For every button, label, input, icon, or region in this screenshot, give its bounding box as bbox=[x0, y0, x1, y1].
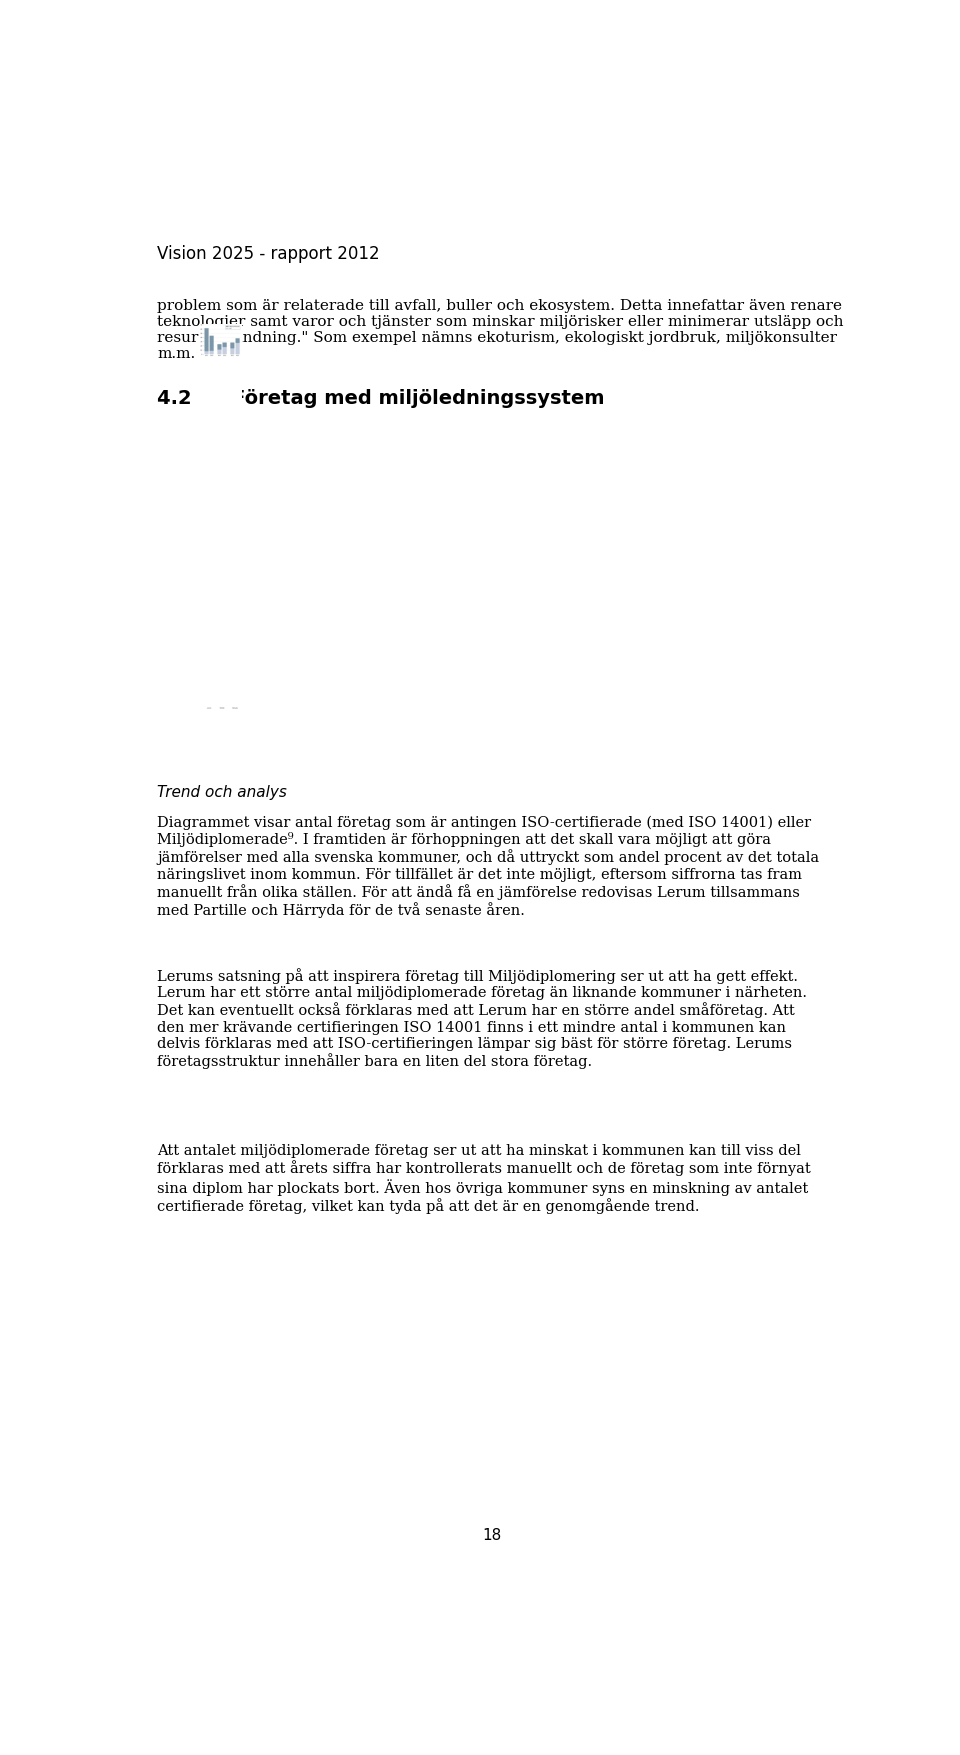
Text: 18: 18 bbox=[482, 1527, 502, 1541]
Text: problem som är relaterade till avfall, buller och ekosystem. Detta innefattar äv: problem som är relaterade till avfall, b… bbox=[157, 298, 844, 362]
Text: Att antalet miljödiplomerade företag ser ut att ha minskat i kommunen kan till v: Att antalet miljödiplomerade företag ser… bbox=[157, 1143, 811, 1213]
Text: Vision 2025 - rapport 2012: Vision 2025 - rapport 2012 bbox=[157, 244, 380, 263]
Text: Lerums satsning på att inspirera företag till Miljödiplomering ser ut att ha get: Lerums satsning på att inspirera företag… bbox=[157, 967, 807, 1069]
Text: Trend och analys: Trend och analys bbox=[157, 784, 287, 800]
Text: 4.2      Företag med miljöledningssystem: 4.2 Företag med miljöledningssystem bbox=[157, 390, 605, 407]
Text: Diagrammet visar antal företag som är antingen ISO-certifierade (med ISO 14001) : Diagrammet visar antal företag som är an… bbox=[157, 814, 819, 918]
